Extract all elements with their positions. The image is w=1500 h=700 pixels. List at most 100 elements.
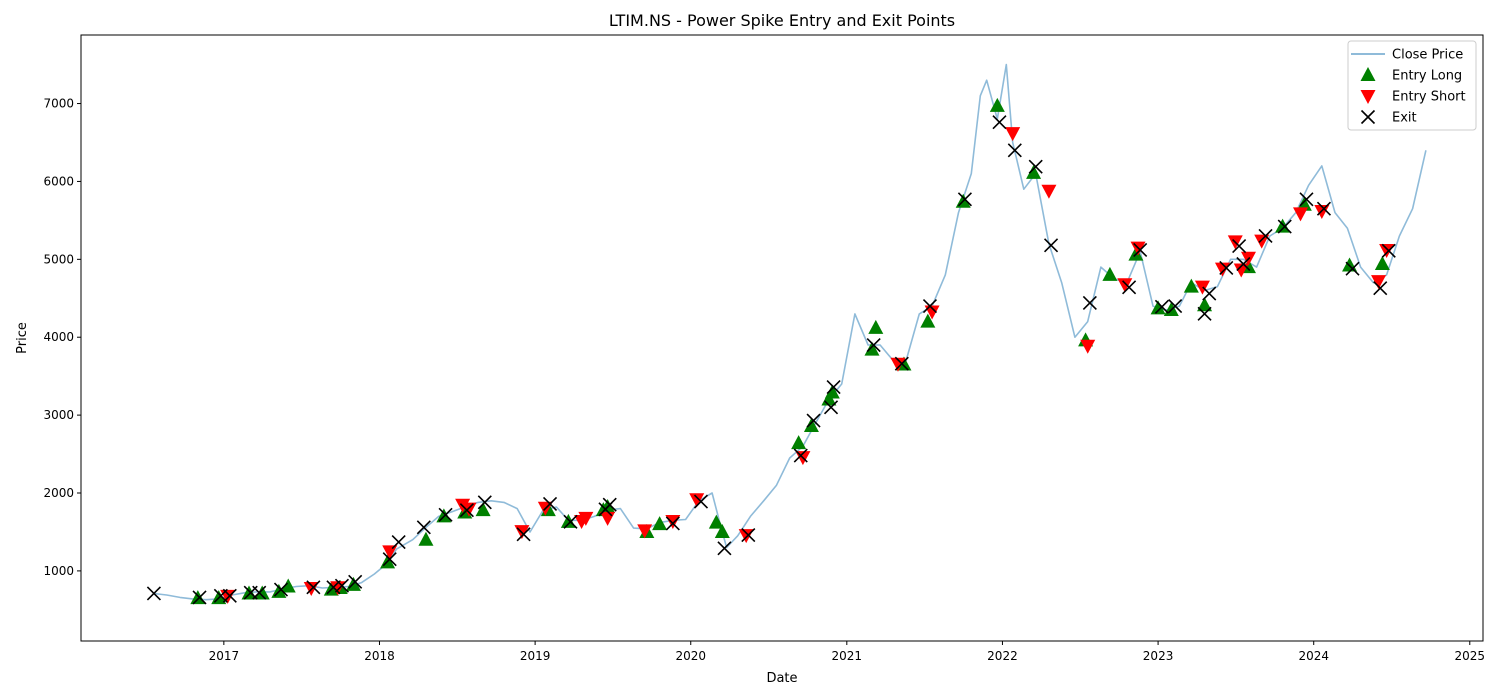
plot-frame	[80, 34, 1484, 642]
entry-long-marker	[868, 319, 884, 334]
entry-short-marker	[1117, 278, 1133, 293]
exit-marker	[1381, 243, 1396, 258]
exit-marker	[665, 516, 680, 531]
exit-marker	[992, 115, 1007, 130]
exit-marker	[516, 527, 531, 542]
entry-short-marker	[1314, 205, 1330, 220]
entry-long-marker	[791, 435, 807, 450]
y-tick-label: 2000	[43, 486, 74, 500]
entry-short-marker	[1080, 339, 1096, 354]
entry-long-marker	[254, 585, 270, 600]
exit-marker	[382, 552, 397, 567]
exit-marker	[602, 497, 617, 512]
entry-short-marker	[1005, 127, 1021, 142]
legend-label: Exit	[1392, 111, 1417, 126]
exit-marker	[416, 520, 431, 535]
exit-marker	[348, 574, 363, 589]
exit-marker	[252, 585, 267, 600]
exit-marker	[146, 586, 161, 601]
legend-swatch-entry-short	[1360, 90, 1376, 104]
exit-marker	[1197, 306, 1212, 321]
entry-long-marker	[714, 523, 730, 538]
exit-marker	[391, 535, 406, 550]
exit-marker	[563, 514, 578, 529]
y-axis: 1000 2000 3000 4000 5000 6000 7000	[43, 97, 81, 578]
exit-marker	[1168, 298, 1183, 314]
legend-swatch-exit	[1360, 109, 1376, 125]
exit-marker	[693, 494, 709, 509]
entry-short-marker	[382, 545, 398, 560]
exit-marker	[1202, 286, 1217, 301]
entry-long-marker	[824, 384, 840, 399]
x-tick-label: 2022	[987, 649, 1018, 663]
x-tick-label: 2021	[832, 649, 863, 663]
entry-short-marker	[1214, 262, 1230, 277]
entry-short-marker	[461, 502, 477, 517]
entry-long-marker	[1374, 256, 1390, 271]
entry-long-marker	[652, 516, 668, 531]
exit-marker	[542, 496, 558, 511]
exit-marker	[922, 298, 938, 314]
exit-marker	[1007, 143, 1022, 158]
exit-marker	[1277, 219, 1292, 234]
exit-marker	[826, 380, 841, 395]
entry-long-marker	[1102, 266, 1118, 281]
x-tick-label: 2017	[209, 649, 240, 663]
exit-marker	[222, 588, 237, 603]
exit-marker	[1299, 192, 1314, 207]
exit-marker	[866, 337, 881, 353]
entry-long-marker	[989, 97, 1005, 112]
legend-swatch-entry-long	[1360, 67, 1376, 81]
x-tick-label: 2024	[1298, 649, 1329, 663]
x-tick-label: 2019	[520, 649, 551, 663]
entry-short-marker	[1371, 275, 1387, 290]
exit-marker	[192, 590, 207, 605]
entry-short-marker	[578, 511, 594, 526]
legend-label: Entry Short	[1392, 90, 1466, 105]
entry-long-marker	[1150, 300, 1166, 315]
exit-marker	[1154, 299, 1169, 314]
entry-short-marker	[1254, 234, 1270, 249]
entry-long-marker	[436, 508, 452, 523]
entry-long-marker	[803, 418, 819, 433]
entry-long-marker	[475, 502, 491, 517]
exit-marker	[1082, 295, 1097, 311]
x-tick-label: 2020	[675, 649, 706, 663]
x-axis: 2017 2018 2019 2020 2021 2022 2023 2024 2025	[209, 641, 1485, 663]
exit-marker	[1236, 256, 1251, 272]
y-tick-label: 7000	[43, 97, 74, 111]
entry-short-marker	[637, 524, 653, 539]
entry-short-marker	[1379, 243, 1395, 258]
exit-marker	[793, 448, 808, 463]
exit-marker	[1219, 260, 1234, 275]
exit-marker	[1122, 280, 1137, 295]
entry-long-marker	[1183, 278, 1199, 293]
entry-long-marker	[1026, 164, 1042, 179]
exit-marker	[273, 582, 289, 597]
entry-short-marker	[890, 357, 906, 372]
y-tick-label: 3000	[43, 408, 74, 422]
exit-marker	[1345, 261, 1360, 276]
exit-marker	[477, 495, 492, 510]
entry-long-marker	[1296, 196, 1312, 211]
entry-long-marker	[190, 590, 206, 605]
chart-title: LTIM.NS - Power Spike Entry and Exit Poi…	[609, 11, 955, 30]
entry-long-marker	[418, 531, 434, 546]
exit-marker	[1316, 201, 1332, 216]
exit-marker	[1133, 242, 1148, 258]
exit-marker	[438, 507, 453, 522]
exit-marker	[326, 580, 341, 595]
x-tick-label: 2025	[1455, 649, 1486, 663]
entry-short-marker	[924, 305, 940, 320]
exit-marker	[306, 580, 321, 595]
exit-marker	[1373, 281, 1388, 296]
exit-marker	[823, 400, 839, 415]
entry-long-marker	[920, 313, 936, 328]
exit-marker	[894, 356, 909, 371]
y-tick-label: 6000	[43, 174, 74, 188]
x-axis-label: Date	[766, 671, 797, 686]
x-tick-label: 2018	[364, 649, 395, 663]
exit-marker	[957, 192, 972, 207]
